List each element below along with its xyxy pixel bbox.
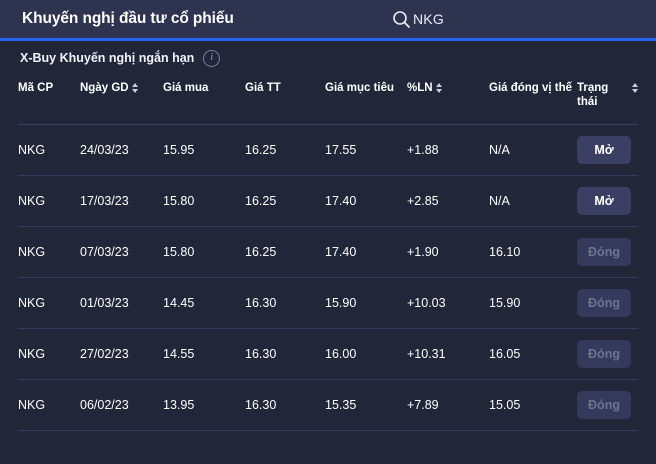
sort-toggle-icon[interactable] (131, 83, 138, 93)
cell-target_price: 15.90 (325, 277, 407, 329)
column-header-market_price: Giá TT (245, 75, 325, 125)
cell-profit_pct: +7.89 (407, 379, 489, 431)
status-badge[interactable]: Đóng (577, 288, 631, 317)
table-row[interactable]: NKG 24/03/23 15.95 16.25 17.55 +1.88 N/A Mở (18, 124, 638, 176)
column-header-status[interactable]: Trạng thái (577, 75, 638, 125)
cell-buy_price: 14.55 (163, 328, 245, 380)
cell-date: 07/03/23 (80, 226, 163, 278)
cell-target_price: 17.55 (325, 124, 407, 176)
cell-buy_price: 15.80 (163, 175, 245, 227)
status-badge[interactable]: Đóng (577, 339, 631, 368)
cell-target_price: 17.40 (325, 226, 407, 278)
recommendations-table: Mã CP Ngày GD Giá mua Giá TT Giá mục tiêu %LN… (18, 75, 638, 431)
subheader-title: X-Buy Khuyến nghị ngắn hạn (20, 51, 195, 65)
app-header: Khuyến nghị đầu tư cổ phiếu NKG (0, 0, 656, 41)
cell-status: Đóng (577, 379, 638, 431)
cell-symbol: NKG (18, 175, 80, 227)
column-header-label: %LN (407, 82, 433, 94)
column-header-label: Giá TT (245, 82, 281, 94)
cell-symbol: NKG (18, 226, 80, 278)
status-badge[interactable]: Mở (577, 135, 631, 164)
recommendations-table-container: Mã CP Ngày GD Giá mua Giá TT Giá mục tiêu %LN… (0, 75, 656, 431)
cell-date: 24/03/23 (80, 124, 163, 176)
cell-symbol: NKG (18, 328, 80, 380)
cell-market_price: 16.25 (245, 124, 325, 176)
cell-close_price: 16.10 (489, 226, 577, 278)
table-row[interactable]: NKG 06/02/23 13.95 16.30 15.35 +7.89 15.05 Đóng (18, 379, 638, 431)
column-header-label: Mã CP (18, 82, 54, 94)
cell-date: 01/03/23 (80, 277, 163, 329)
cell-symbol: NKG (18, 124, 80, 176)
cell-close_price: N/A (489, 175, 577, 227)
cell-buy_price: 15.95 (163, 124, 245, 176)
cell-target_price: 15.35 (325, 379, 407, 431)
status-badge[interactable]: Đóng (577, 390, 631, 419)
sort-toggle-icon[interactable] (632, 83, 638, 93)
cell-close_price: 16.05 (489, 328, 577, 380)
table-row[interactable]: NKG 27/02/23 14.55 16.30 16.00 +10.31 16.05 Đón… (18, 328, 638, 380)
cell-market_price: 16.25 (245, 226, 325, 278)
column-header-label: Giá đóng vị thế (489, 82, 573, 94)
subheader: X-Buy Khuyến nghị ngắn hạn i (0, 41, 656, 75)
cell-buy_price: 14.45 (163, 277, 245, 329)
search-box[interactable]: NKG (392, 0, 444, 38)
cell-close_price: 15.05 (489, 379, 577, 431)
table-row[interactable]: NKG 07/03/23 15.80 16.25 17.40 +1.90 16.10 Đóng (18, 226, 638, 278)
sort-toggle-icon[interactable] (435, 83, 442, 93)
status-badge[interactable]: Đóng (577, 237, 631, 266)
search-icon[interactable] (392, 10, 411, 29)
cell-status: Đóng (577, 328, 638, 380)
cell-profit_pct: +1.90 (407, 226, 489, 278)
cell-symbol: NKG (18, 379, 80, 431)
cell-target_price: 16.00 (325, 328, 407, 380)
column-header-label: Ngày GD (80, 82, 129, 94)
cell-symbol: NKG (18, 277, 80, 329)
cell-date: 06/02/23 (80, 379, 163, 431)
column-header-target_price: Giá mục tiêu (325, 75, 407, 125)
cell-market_price: 16.30 (245, 379, 325, 431)
cell-buy_price: 15.80 (163, 226, 245, 278)
table-body: NKG 24/03/23 15.95 16.25 17.55 +1.88 N/A Mở NKG 1… (18, 124, 638, 431)
column-header-symbol: Mã CP (18, 75, 80, 125)
cell-market_price: 16.30 (245, 328, 325, 380)
table-row[interactable]: NKG 17/03/23 15.80 16.25 17.40 +2.85 N/A Mở (18, 175, 638, 227)
cell-profit_pct: +10.03 (407, 277, 489, 329)
cell-buy_price: 13.95 (163, 379, 245, 431)
cell-profit_pct: +10.31 (407, 328, 489, 380)
page-title: Khuyến nghị đầu tư cổ phiếu (22, 10, 234, 27)
table-row[interactable]: NKG 01/03/23 14.45 16.30 15.90 +10.03 15.90 Đón… (18, 277, 638, 329)
table-header-row: Mã CP Ngày GD Giá mua Giá TT Giá mục tiêu %LN… (18, 75, 638, 125)
cell-status: Mở (577, 124, 638, 176)
cell-status: Đóng (577, 277, 638, 329)
cell-close_price: 15.90 (489, 277, 577, 329)
cell-status: Mở (577, 175, 638, 227)
column-header-buy_price: Giá mua (163, 75, 245, 125)
cell-profit_pct: +1.88 (407, 124, 489, 176)
cell-close_price: N/A (489, 124, 577, 176)
column-header-profit_pct[interactable]: %LN (407, 75, 489, 125)
search-input[interactable]: NKG (413, 11, 444, 27)
cell-date: 17/03/23 (80, 175, 163, 227)
cell-market_price: 16.25 (245, 175, 325, 227)
cell-status: Đóng (577, 226, 638, 278)
column-header-date[interactable]: Ngày GD (80, 75, 163, 125)
column-header-label: Giá mua (163, 82, 209, 94)
cell-market_price: 16.30 (245, 277, 325, 329)
cell-target_price: 17.40 (325, 175, 407, 227)
column-header-close_price: Giá đóng vị thế (489, 75, 577, 125)
status-badge[interactable]: Mở (577, 186, 631, 215)
info-icon[interactable]: i (203, 49, 221, 67)
cell-profit_pct: +2.85 (407, 175, 489, 227)
table-header: Mã CP Ngày GD Giá mua Giá TT Giá mục tiêu %LN… (18, 75, 638, 125)
column-header-label: Giá mục tiêu (325, 82, 395, 94)
column-header-label: Trạng thái (577, 82, 609, 109)
cell-date: 27/02/23 (80, 328, 163, 380)
